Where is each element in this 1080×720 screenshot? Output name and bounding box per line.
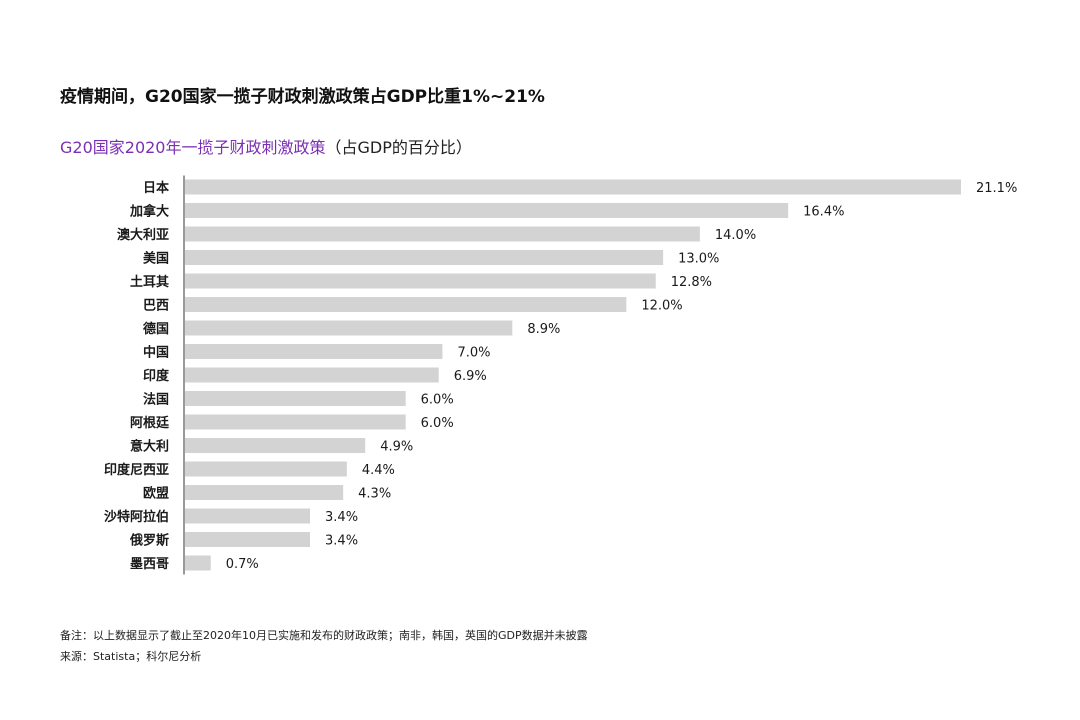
bars-layer: 日本 21.1% 加拿大 16.4% 澳大利亚 14.0% 美国 13.0% 土耳其 12.8% 巴…	[104, 179, 1017, 572]
category-label: 墨西哥	[130, 556, 169, 572]
category-label: 法国	[143, 392, 169, 408]
bar	[185, 203, 789, 218]
bar	[185, 438, 366, 453]
category-label: 欧盟	[143, 486, 169, 502]
bar	[185, 273, 656, 289]
bar	[185, 391, 406, 406]
chart-subtitle: G20国家2020年一揽子财政刺激政策（占GDP的百分比）	[60, 134, 472, 158]
chart-footnote: 备注：以上数据显示了截止至2020年10月已实施和发布的财政政策；南非，韩国，英…	[60, 629, 588, 642]
category-label: 沙特阿拉伯	[104, 509, 169, 525]
value-label: 3.4%	[325, 510, 358, 525]
value-label: 16.4%	[803, 205, 844, 220]
category-label: 中国	[143, 345, 169, 361]
value-label: 8.9%	[527, 322, 560, 337]
value-label: 6.0%	[421, 393, 454, 408]
value-label: 6.9%	[454, 369, 487, 384]
bar	[185, 320, 513, 336]
subtitle-accent: G20国家2020年一揽子财政刺激政策	[60, 138, 326, 157]
bar	[185, 344, 443, 359]
bar	[185, 297, 627, 312]
bar	[185, 485, 344, 500]
bar	[185, 414, 406, 430]
value-label: 4.3%	[358, 487, 391, 502]
category-label: 印度尼西亚	[104, 462, 169, 478]
bar	[185, 226, 700, 242]
value-label: 14.0%	[715, 228, 756, 243]
value-label: 4.9%	[380, 440, 413, 455]
category-label: 巴西	[143, 299, 169, 314]
bar	[185, 532, 311, 547]
value-label: 0.7%	[226, 557, 259, 572]
value-label: 12.8%	[671, 275, 712, 290]
bar	[185, 508, 311, 524]
category-label: 美国	[143, 251, 169, 267]
value-label: 12.0%	[641, 299, 682, 314]
value-label: 21.1%	[976, 181, 1017, 196]
value-label: 4.4%	[362, 463, 395, 478]
bar	[185, 250, 664, 265]
category-label: 意大利	[130, 439, 169, 455]
category-label: 土耳其	[130, 274, 169, 290]
chart-source: 来源：Statista；科尔尼分析	[60, 650, 202, 663]
category-label: 俄罗斯	[129, 533, 169, 549]
bar	[185, 555, 211, 571]
category-label: 德国	[143, 321, 169, 337]
category-label: 加拿大	[129, 204, 169, 220]
category-label: 澳大利亚	[117, 227, 169, 243]
category-label: 阿根廷	[130, 415, 170, 431]
value-label: 7.0%	[457, 346, 490, 361]
bar-chart: 日本 21.1% 加拿大 16.4% 澳大利亚 14.0% 美国 13.0% 土耳其 12.8% 巴…	[104, 175, 1017, 575]
bar	[185, 461, 347, 477]
chart-headline: 疫情期间，G20国家一揽子财政刺激政策占GDP比重1%~21%	[60, 87, 545, 107]
subtitle-unit: （占GDP的百分比）	[325, 138, 472, 157]
bar	[185, 367, 439, 383]
category-label: 日本	[143, 180, 169, 196]
bar	[185, 179, 961, 195]
category-label: 印度	[143, 368, 170, 384]
value-label: 3.4%	[325, 534, 358, 549]
value-label: 13.0%	[678, 252, 719, 267]
value-label: 6.0%	[421, 416, 454, 431]
